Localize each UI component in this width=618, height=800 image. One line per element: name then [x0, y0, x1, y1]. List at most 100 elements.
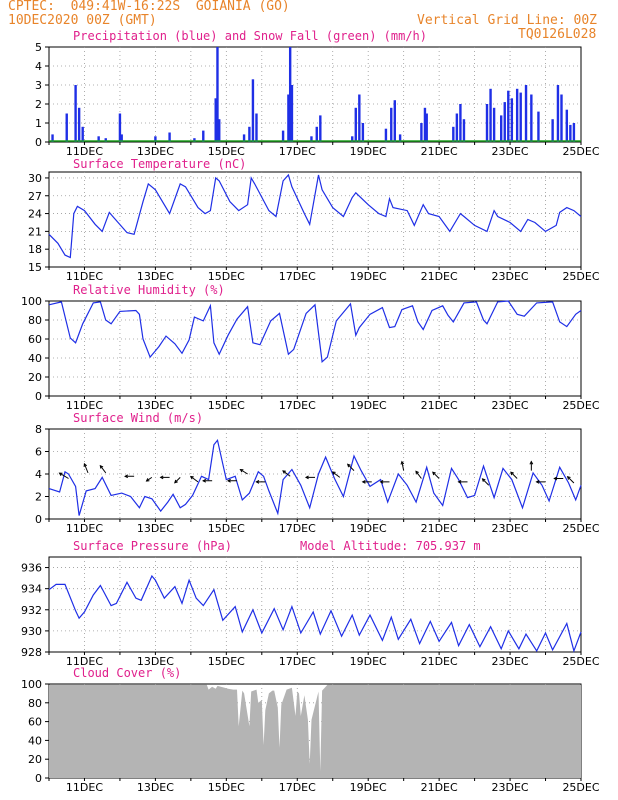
y-tick-label: 15 [28, 261, 42, 274]
x-tick-label: 15DEC [208, 399, 245, 412]
y-tick-label: 60 [28, 333, 42, 346]
panel-title-precip: Precipitation (blue) and Snow Fall (gree… [73, 29, 428, 43]
wind-arrow-head [432, 471, 436, 476]
wind-arrow-head [124, 474, 129, 479]
x-tick-label: 11DEC [66, 781, 103, 794]
x-tick-label: 21DEC [421, 781, 458, 794]
y-tick-label: 930 [21, 625, 42, 638]
x-tick-label: 17DEC [279, 655, 316, 668]
precip-bar [248, 126, 251, 142]
grid-note: Vertical Grid Line: 00Z [417, 13, 598, 28]
wind-arrow-head [346, 463, 351, 468]
x-tick-label: 25DEC [562, 270, 599, 283]
y-tick-label: 18 [28, 243, 42, 256]
precip-bar [524, 85, 528, 142]
y-tick-label: 5 [35, 41, 42, 54]
x-tick-label: 15DEC [208, 145, 245, 158]
wind-arrow [59, 472, 69, 479]
precip-bar [565, 109, 569, 142]
x-tick-label: 17DEC [279, 270, 316, 283]
precip-bar [319, 115, 322, 142]
x-tick-label: 15DEC [208, 781, 245, 794]
precip-bar [560, 94, 563, 142]
wind-arrow-head [255, 479, 260, 484]
precip-bar [423, 107, 427, 142]
x-tick-label: 13DEC [137, 522, 174, 535]
wind-arrow-head [553, 476, 558, 481]
y-tick-label: 20 [28, 371, 42, 384]
precip-bar [500, 115, 503, 142]
precip-bar [218, 119, 221, 142]
wind-arrow-head [331, 471, 336, 475]
wind-arrow-head [415, 470, 419, 475]
precip-bar [51, 134, 54, 142]
wind-arrow-head [481, 478, 486, 482]
x-tick-label: 21DEC [421, 399, 458, 412]
x-tick-label: 15DEC [208, 655, 245, 668]
precip-bar [390, 107, 393, 142]
y-tick-label: 0 [35, 772, 42, 785]
y-tick-label: 8 [35, 423, 42, 436]
y-tick-label: 100 [21, 295, 42, 308]
precip-bar [287, 94, 290, 142]
x-tick-label: 25DEC [562, 522, 599, 535]
y-tick-label: 21 [28, 225, 42, 238]
x-tick-label: 21DEC [421, 270, 458, 283]
wind-arrow [482, 478, 490, 486]
y-tick-label: 0 [35, 513, 42, 526]
wind-arrow [190, 476, 199, 483]
wind-arrow-head [99, 464, 104, 469]
y-tick-label: 2 [35, 491, 42, 504]
wind-arrow-head [159, 475, 164, 480]
y-tick-label: 80 [28, 697, 42, 710]
precip-bar [281, 130, 285, 142]
wind-arrow-head [282, 470, 286, 474]
precip-bar [193, 138, 196, 142]
y-tick-label: 2 [35, 98, 42, 111]
precip-bar [290, 85, 294, 142]
x-tick-label: 19DEC [350, 399, 387, 412]
x-tick-label: 13DEC [137, 399, 174, 412]
precip-bar [74, 85, 77, 142]
y-tick-label: 30 [28, 172, 42, 185]
y-tick-label: 932 [21, 604, 42, 617]
wind-arrow [174, 477, 181, 484]
precip-bar [455, 113, 459, 142]
precip-bar [120, 134, 123, 142]
wind-arrow-head [379, 479, 384, 484]
x-tick-label: 23DEC [492, 270, 529, 283]
precip-bar [154, 136, 157, 142]
x-tick-label: 15DEC [208, 522, 245, 535]
wind-arrow [432, 471, 440, 479]
precip-bar [507, 90, 510, 142]
wind-arrow-head [535, 479, 540, 484]
precip-bar [398, 134, 402, 142]
x-tick-label: 11DEC [66, 522, 103, 535]
wind-arrow-head [361, 479, 366, 484]
wind-arrow-head [189, 475, 194, 480]
precip-bar [572, 123, 576, 142]
precip-bar [452, 126, 455, 142]
precip-bar [384, 128, 388, 142]
wind-arrow-head [202, 478, 207, 483]
wind-arrow-head [510, 471, 514, 476]
x-tick-label: 25DEC [562, 145, 599, 158]
precip-bar [462, 119, 466, 142]
series-line-rh [48, 300, 582, 364]
x-tick-label: 23DEC [492, 655, 529, 668]
y-tick-label: 4 [35, 60, 42, 73]
y-tick-label: 0 [35, 136, 42, 149]
x-tick-label: 11DEC [66, 399, 103, 412]
y-tick-label: 27 [28, 190, 42, 203]
x-tick-label: 23DEC [492, 781, 529, 794]
precip-bar [485, 104, 489, 142]
x-tick-label: 19DEC [350, 655, 387, 668]
wind-arrow-head [58, 472, 63, 476]
panel-frame-precip [48, 46, 582, 143]
precip-bar [288, 47, 292, 142]
y-tick-label: 80 [28, 314, 42, 327]
wind-arrow-head [83, 462, 88, 467]
x-tick-label: 17DEC [279, 145, 316, 158]
panel-frame-rh [48, 300, 582, 397]
precip-bar [104, 138, 107, 142]
